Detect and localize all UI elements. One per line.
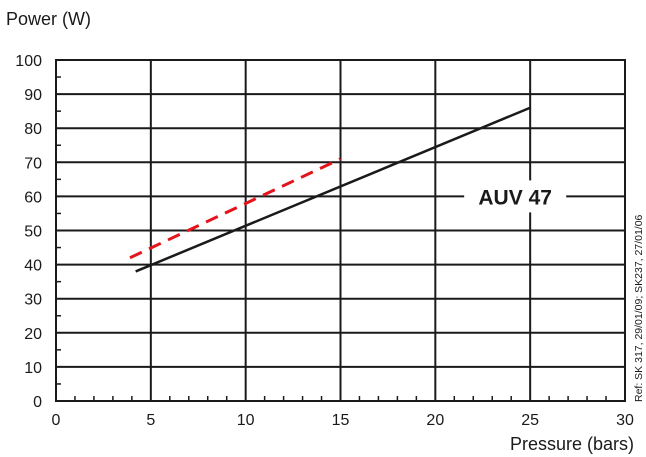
- y-tick-label: 40: [24, 258, 42, 275]
- series-line-dashed: [129, 157, 342, 260]
- y-tick-label: 90: [24, 87, 42, 104]
- x-tick-label: 10: [237, 412, 255, 429]
- y-axis-title: Power (W): [6, 9, 91, 29]
- x-tick-label: 5: [146, 412, 155, 429]
- y-tick-label: 20: [24, 326, 42, 343]
- reference-note: Ref: SK 317, 29/01/09; SK237, 27/01/06: [633, 214, 645, 402]
- y-tick-label: 100: [15, 53, 42, 70]
- model-label-background: [464, 180, 567, 213]
- series-line-solid: [135, 106, 531, 273]
- plot-frame: [55, 59, 626, 402]
- x-tick-labels: 0 5 10 15 20 25 30: [52, 412, 634, 429]
- y-tick-label: 70: [24, 155, 42, 172]
- y-tick-label: 60: [24, 189, 42, 206]
- model-label: AUV 47: [478, 186, 552, 209]
- series-layer: [129, 106, 531, 273]
- x-tick-label: 20: [426, 412, 444, 429]
- model-label-group: AUV 47: [464, 180, 567, 213]
- y-tick-label: 0: [33, 394, 42, 411]
- x-tick-label: 30: [616, 412, 634, 429]
- grid: [55, 59, 626, 402]
- y-tick-label: 50: [24, 224, 42, 241]
- y-tick-label: 80: [24, 121, 42, 138]
- y-tick-label: 30: [24, 292, 42, 309]
- x-tick-label: 15: [332, 412, 350, 429]
- y-tick-labels: 0 10 20 30 40 50 60 70 80 90 100: [15, 53, 42, 411]
- minor-ticks: [56, 76, 607, 401]
- x-axis-title: Pressure (bars): [510, 434, 634, 454]
- x-tick-label: 25: [521, 412, 539, 429]
- y-tick-label: 10: [24, 360, 42, 377]
- x-tick-label: 0: [52, 412, 61, 429]
